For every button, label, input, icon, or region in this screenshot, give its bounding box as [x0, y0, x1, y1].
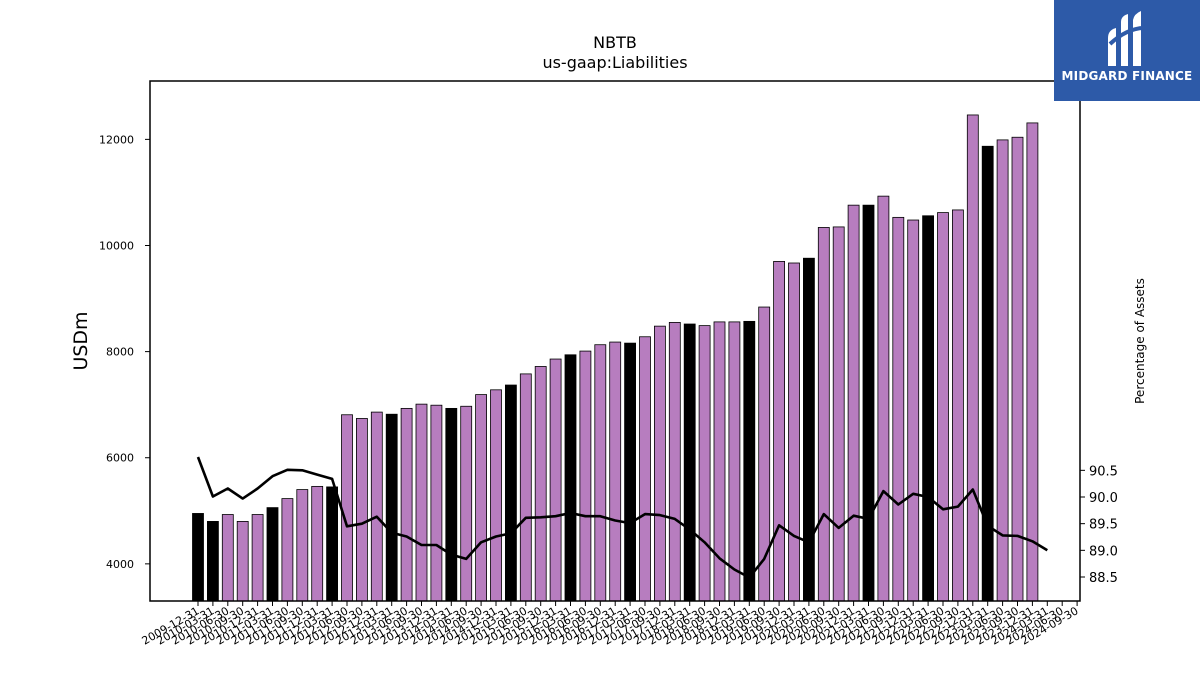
bar [475, 394, 488, 602]
chart-title: NBTB [593, 33, 637, 52]
bar-mark-icon [1108, 11, 1151, 66]
bar [922, 215, 934, 602]
bar [296, 489, 309, 602]
bar [281, 498, 294, 602]
bar [728, 321, 741, 602]
bar [847, 204, 860, 602]
bar [400, 407, 413, 602]
bar [311, 485, 324, 602]
bar [892, 216, 905, 602]
bar [192, 513, 204, 602]
bar [236, 521, 249, 602]
bar [490, 389, 502, 602]
bar [415, 403, 428, 602]
bar [370, 411, 383, 602]
brand-name: MIDGARD FINANCE [1061, 69, 1193, 83]
bar [981, 145, 994, 602]
bar [355, 418, 368, 602]
bar [609, 341, 622, 602]
bar [534, 366, 547, 602]
bar [564, 354, 577, 602]
bar [430, 404, 443, 602]
bar [877, 195, 890, 602]
y2-axis-label: Percentage of Assets [1133, 278, 1147, 404]
bar [326, 486, 339, 602]
x-axis: 2009-12-312010-03-312010-06-302010-09-30… [140, 601, 1081, 648]
bar-series [192, 114, 1039, 602]
y-axis-right: 88.5 89.0 89.5 90.0 90.5 [1080, 464, 1118, 586]
y-tick-label: 6000 [106, 452, 134, 465]
bar [862, 204, 875, 602]
y-tick-label: 4000 [106, 558, 134, 571]
bar [519, 373, 532, 602]
bar [594, 344, 607, 602]
bar [683, 323, 696, 602]
bar [1011, 136, 1024, 602]
bar [341, 414, 353, 602]
ratio-line [196, 456, 1048, 579]
bar [803, 257, 815, 602]
bar [937, 212, 949, 602]
bar [698, 325, 711, 602]
bar [624, 342, 636, 602]
y-tick-label: 8000 [106, 346, 134, 359]
bar [639, 336, 651, 602]
y2-tick-label: 90.0 [1089, 491, 1118, 506]
y-tick-label: 12000 [99, 133, 134, 146]
y2-tick-label: 89.5 [1089, 518, 1118, 533]
bar [206, 521, 219, 602]
bar [221, 514, 234, 602]
bar [952, 209, 964, 602]
y2-tick-label: 88.5 [1089, 571, 1118, 586]
y-tick-label: 10000 [99, 239, 134, 252]
y2-tick-label: 89.0 [1089, 544, 1118, 559]
bar [460, 405, 473, 602]
bar [251, 514, 264, 602]
bar [654, 325, 666, 602]
bar [773, 261, 785, 602]
bar [817, 227, 830, 602]
y-axis-label: USDm [70, 311, 92, 370]
bar [907, 219, 920, 602]
bar [579, 350, 592, 602]
bar [788, 262, 800, 602]
y2-tick-label: 90.5 [1089, 464, 1118, 479]
bar [743, 320, 756, 602]
bar [445, 407, 458, 602]
y-axis-left: 4000 6000 8000 10000 12000 [99, 133, 150, 571]
bar [1026, 122, 1039, 602]
chart-subtitle: us-gaap:Liabilities [542, 53, 687, 72]
bar [832, 226, 845, 602]
bar [504, 384, 517, 602]
bar [549, 358, 562, 602]
bar [966, 114, 979, 602]
bar [668, 322, 681, 602]
bar [385, 413, 398, 602]
brand-logo: MIDGARD FINANCE [1054, 0, 1200, 101]
bar [266, 507, 279, 602]
